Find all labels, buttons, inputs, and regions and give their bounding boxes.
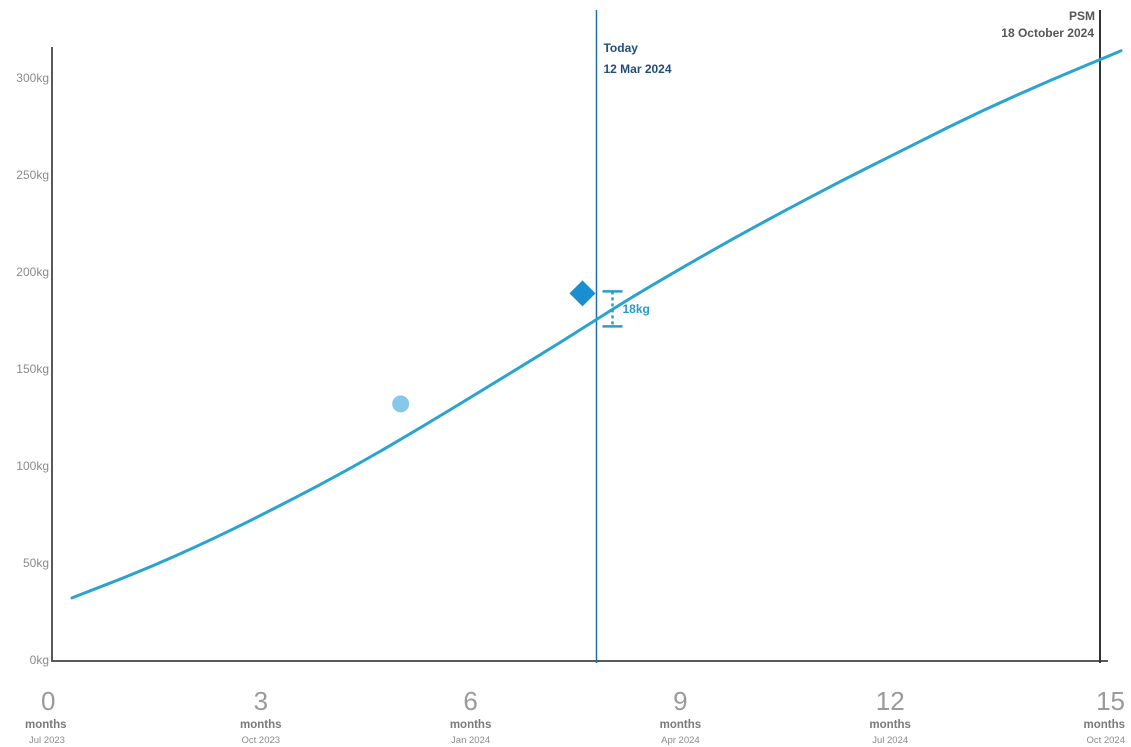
x-tick-number: 3 xyxy=(254,686,268,716)
x-tick-unit: months xyxy=(869,719,911,731)
diff-label: 18kg xyxy=(622,302,649,316)
psm-date: 18 October 2024 xyxy=(1001,26,1094,40)
x-tick-date: Apr 2024 xyxy=(661,735,700,746)
reference-markers: Today 12 Mar 2024 PSM 18 October 2024 xyxy=(595,9,1101,663)
x-tick-date: Jul 2024 xyxy=(872,735,908,746)
y-tick-label: 200kg xyxy=(16,265,49,279)
x-tick-number: 0 xyxy=(41,686,55,716)
x-tick-date: Oct 2023 xyxy=(242,735,281,746)
x-tick-date: Jul 2023 xyxy=(29,735,65,746)
x-tick-number: 9 xyxy=(673,686,687,716)
measurement-point xyxy=(392,395,410,413)
x-tick-number: 6 xyxy=(463,686,477,716)
y-tick-label: 300kg xyxy=(16,71,49,85)
points-group xyxy=(392,280,596,413)
x-tick-unit: months xyxy=(660,719,702,731)
series-line xyxy=(70,49,1123,600)
y-tick-label: 250kg xyxy=(16,168,49,182)
x-axis: 0 months Jul 2023 3 months Oct 2023 6 months Jan… xyxy=(25,660,1125,746)
x-tick-unit: months xyxy=(25,719,67,731)
current-diamond-point xyxy=(569,280,596,307)
series-group xyxy=(70,49,1123,600)
psm-label: PSM xyxy=(1069,9,1095,23)
x-tick-number: 15 xyxy=(1096,686,1125,716)
y-tick-label: 0kg xyxy=(30,653,49,667)
y-tick-label: 50kg xyxy=(23,556,49,570)
x-tick-unit: months xyxy=(240,719,282,731)
today-label: Today xyxy=(603,41,638,55)
y-axis: 0kg 50kg 100kg 150kg 200kg 250kg 300kg xyxy=(16,47,53,667)
x-tick-unit: months xyxy=(450,719,492,731)
x-tick-date: Jan 2024 xyxy=(451,735,490,746)
x-tick-date: Oct 2024 xyxy=(1086,735,1125,746)
today-date: 12 Mar 2024 xyxy=(603,62,671,76)
x-tick-unit: months xyxy=(1083,719,1125,731)
difference-indicator: 18kg xyxy=(602,290,650,328)
y-tick-label: 100kg xyxy=(16,459,49,473)
x-tick-number: 12 xyxy=(876,686,905,716)
y-tick-label: 150kg xyxy=(16,362,49,376)
